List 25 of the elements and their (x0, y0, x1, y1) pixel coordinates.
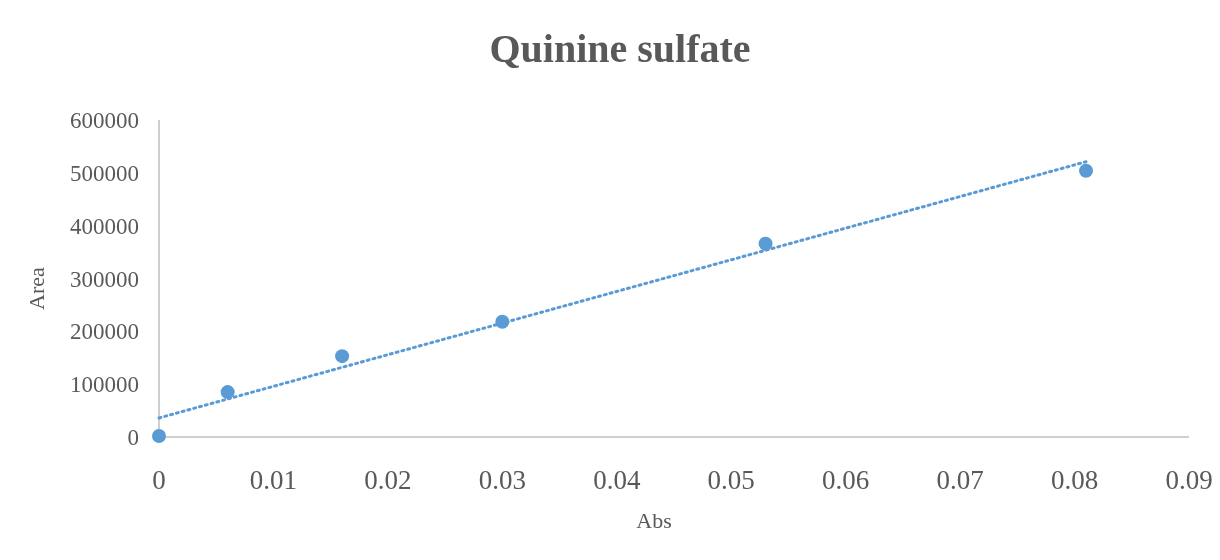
y-tick-label: 500000 (70, 160, 139, 186)
y-tick-label: 0 (127, 425, 139, 451)
x-tick-label: 0.03 (478, 465, 526, 495)
point (220, 385, 235, 400)
point (335, 349, 350, 364)
y-tick-label: 600000 (70, 108, 139, 134)
y-tick-label: 400000 (70, 213, 139, 239)
point (1079, 163, 1093, 178)
x-tick-label: 0.05 (707, 465, 755, 495)
x-tick-label: 0 (152, 465, 166, 495)
y-tick-label: 200000 (70, 319, 139, 345)
x-tick-label: 0.01 (249, 465, 298, 495)
x-tick-label: 0.04 (593, 465, 641, 495)
chart-title: Quinine sulfate (489, 26, 751, 71)
y-tick-label: 300000 (70, 266, 139, 292)
point (152, 428, 166, 443)
x-tick-label: 0.08 (1050, 465, 1099, 495)
x-tick-label: 0.07 (936, 465, 984, 495)
point (758, 236, 773, 251)
x-tick-label: 0.09 (1165, 465, 1213, 495)
x-tick-label: 0.02 (364, 465, 412, 495)
y-tick-label: 100000 (70, 372, 139, 398)
y-axis-title: Area (24, 266, 49, 310)
x-axis-title: Abs (636, 508, 672, 533)
x-tick-label: 0.06 (822, 465, 870, 495)
